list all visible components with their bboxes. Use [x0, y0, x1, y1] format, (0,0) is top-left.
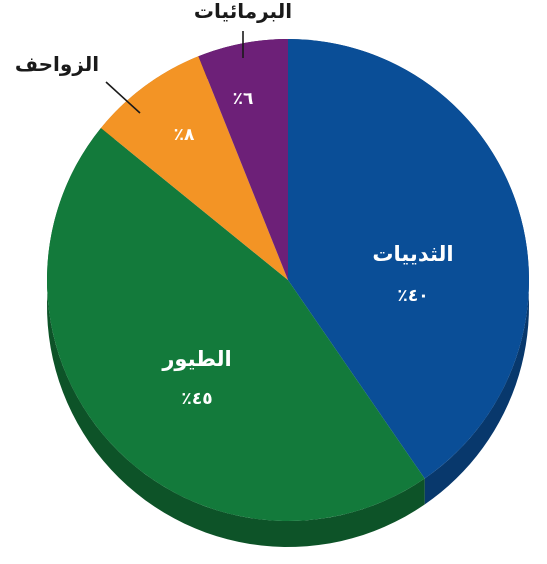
slice-2-label: الطيور — [161, 347, 231, 371]
slice-1-wedge — [288, 39, 530, 479]
slice-2-wedge — [47, 128, 425, 522]
slice-3-label: الزواحف — [15, 52, 99, 76]
slice-3-wedge — [100, 56, 288, 281]
slice-1-value: ٪٤٠ — [397, 286, 428, 306]
slice-2-value: ٪٤٥ — [181, 389, 212, 409]
slice-4-value: ٪٦ — [233, 89, 254, 109]
pie-slices — [47, 39, 530, 522]
leader-lines — [105, 31, 244, 114]
slice-4-label: البرمائيات — [194, 0, 292, 23]
slice-labels: الثدييات ٪٤٠ الطيور ٪٤٥ ٪٨ الزواحف ٪٦ البرمائيا… — [15, 0, 454, 409]
slice-4-wedge — [198, 39, 288, 280]
slice-3-value: ٪٨ — [174, 125, 195, 145]
slice-1-label: الثدييات — [372, 242, 453, 266]
slice-3-leader-line — [105, 81, 141, 114]
